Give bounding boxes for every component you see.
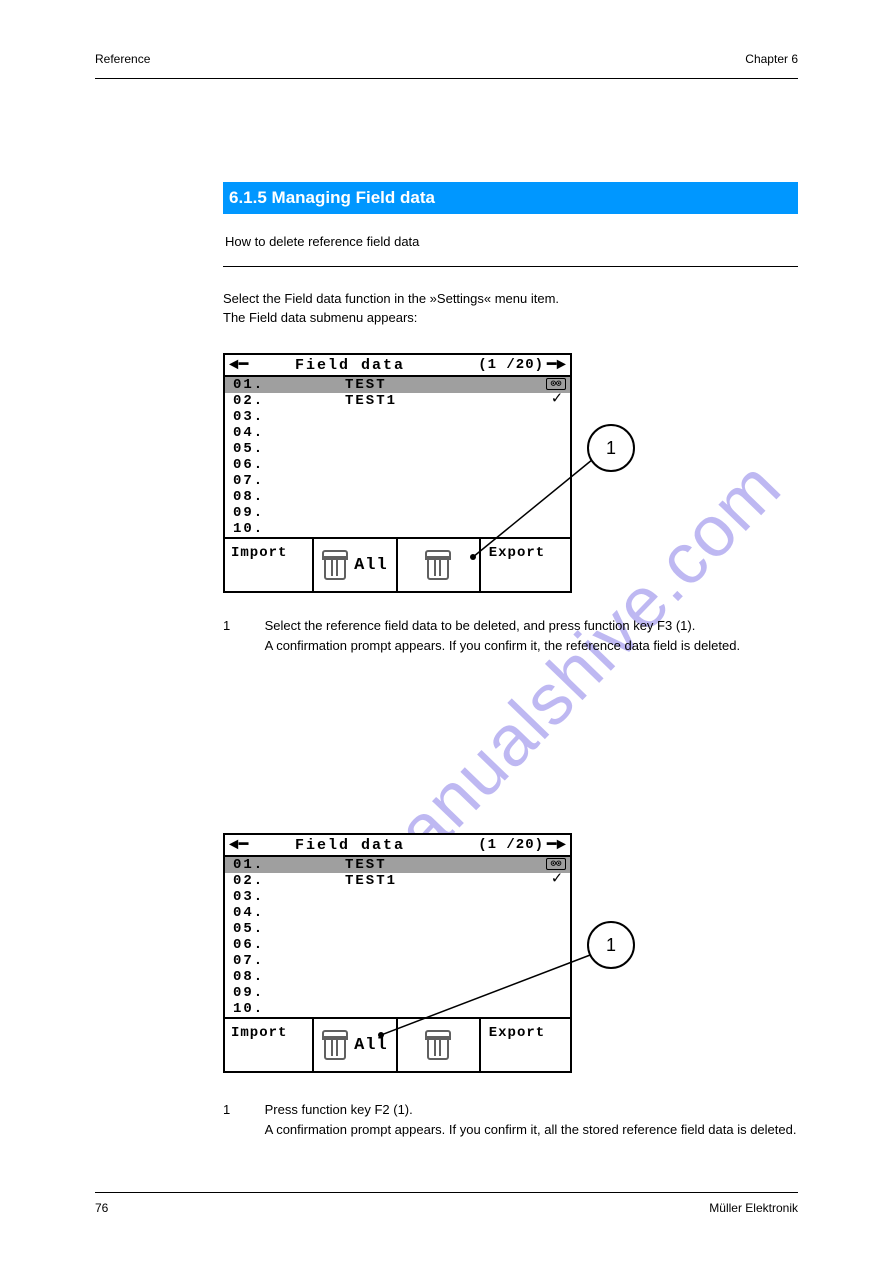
step-text: Press function key F2 (1). A confirmatio… (265, 1100, 798, 1139)
trash-icon (425, 550, 451, 580)
delete-one-button[interactable] (398, 539, 481, 591)
list-item[interactable]: 10. (225, 521, 570, 537)
list-item[interactable]: 02.TEST1✓ (225, 873, 570, 889)
check-icon: ✓ (552, 392, 562, 408)
step-description-2: 1 Press function key F2 (1). A confirmat… (223, 1100, 798, 1139)
export-button[interactable]: Export (481, 539, 570, 591)
section-title-bar: 6.1.5 Managing Field data (223, 182, 798, 214)
arrow-right-icon[interactable]: ━► (547, 837, 566, 853)
link-icon: ⊙⊙ (546, 858, 566, 870)
page-number: 76 (95, 1201, 108, 1215)
arrow-right-icon[interactable]: ━► (547, 357, 566, 373)
delete-all-button[interactable]: All (314, 539, 397, 591)
device-screen-1: ◄━ Field data (1 /20) ━► 01.TEST⊙⊙ 02.TE… (223, 353, 572, 593)
list-item[interactable]: 04. (225, 425, 570, 441)
list-item[interactable]: 07. (225, 473, 570, 489)
list-item[interactable]: 06. (225, 457, 570, 473)
delete-all-button[interactable]: All (314, 1019, 397, 1071)
screen-list: 01.TEST⊙⊙ 02.TEST1✓ 03. 04. 05. 06. 07. … (225, 377, 570, 537)
list-item[interactable]: 01.TEST⊙⊙ (225, 377, 570, 393)
arrow-left-icon[interactable]: ◄━ (229, 357, 248, 373)
list-item[interactable]: 05. (225, 441, 570, 457)
intro-line-2: The Field data submenu appears: (223, 309, 559, 328)
delete-one-button[interactable] (398, 1019, 481, 1071)
button-row: Import All Export (225, 537, 570, 591)
list-item[interactable]: 09. (225, 505, 570, 521)
list-item[interactable]: 03. (225, 409, 570, 425)
footer-rule (95, 1192, 798, 1193)
section-rule (223, 266, 798, 267)
export-button[interactable]: Export (481, 1019, 570, 1071)
import-button[interactable]: Import (225, 539, 314, 591)
callout-circle-1: 1 (587, 424, 635, 472)
screen-list: 01.TEST⊙⊙ 02.TEST1✓ 03. 04. 05. 06. 07. … (225, 857, 570, 1017)
list-item[interactable]: 10. (225, 1001, 570, 1017)
callout-circle-2: 1 (587, 921, 635, 969)
list-item[interactable]: 07. (225, 953, 570, 969)
page-header: Reference Chapter 6 (95, 52, 798, 66)
header-right: Chapter 6 (745, 52, 798, 66)
step-number: 1 (223, 1100, 261, 1120)
intro-line-1: Select the Field data function in the »S… (223, 290, 559, 309)
step-number: 1 (223, 616, 261, 636)
trash-icon (322, 1030, 348, 1060)
check-icon: ✓ (552, 872, 562, 888)
step-text: Select the reference field data to be de… (265, 616, 798, 655)
button-row: Import All Export (225, 1017, 570, 1071)
list-item[interactable]: 05. (225, 921, 570, 937)
list-item[interactable]: 08. (225, 489, 570, 505)
import-button[interactable]: Import (225, 1019, 314, 1071)
list-item[interactable]: 01.TEST⊙⊙ (225, 857, 570, 873)
trash-icon (322, 550, 348, 580)
footer-company: Müller Elektronik (709, 1201, 798, 1215)
section-subtitle: How to delete reference field data (225, 234, 419, 249)
device-screen-2: ◄━ Field data (1 /20) ━► 01.TEST⊙⊙ 02.TE… (223, 833, 572, 1073)
page-indicator: (1 /20) (478, 357, 544, 373)
page-footer: 76 Müller Elektronik (95, 1201, 798, 1215)
list-item[interactable]: 04. (225, 905, 570, 921)
list-item[interactable]: 08. (225, 969, 570, 985)
screen-title-bar: ◄━ Field data (1 /20) ━► (225, 355, 570, 377)
header-rule (95, 78, 798, 79)
arrow-left-icon[interactable]: ◄━ (229, 837, 248, 853)
list-item[interactable]: 09. (225, 985, 570, 1001)
section-title: 6.1.5 Managing Field data (229, 188, 435, 207)
intro-text: Select the Field data function in the »S… (223, 290, 559, 328)
list-item[interactable]: 02.TEST1✓ (225, 393, 570, 409)
link-icon: ⊙⊙ (546, 378, 566, 390)
trash-icon (425, 1030, 451, 1060)
screen-title: Field data (295, 357, 405, 374)
step-description-1: 1 Select the reference field data to be … (223, 616, 798, 655)
screen-title-bar: ◄━ Field data (1 /20) ━► (225, 835, 570, 857)
header-left: Reference (95, 52, 150, 66)
screen-title: Field data (295, 837, 405, 854)
list-item[interactable]: 06. (225, 937, 570, 953)
page-indicator: (1 /20) (478, 837, 544, 853)
list-item[interactable]: 03. (225, 889, 570, 905)
